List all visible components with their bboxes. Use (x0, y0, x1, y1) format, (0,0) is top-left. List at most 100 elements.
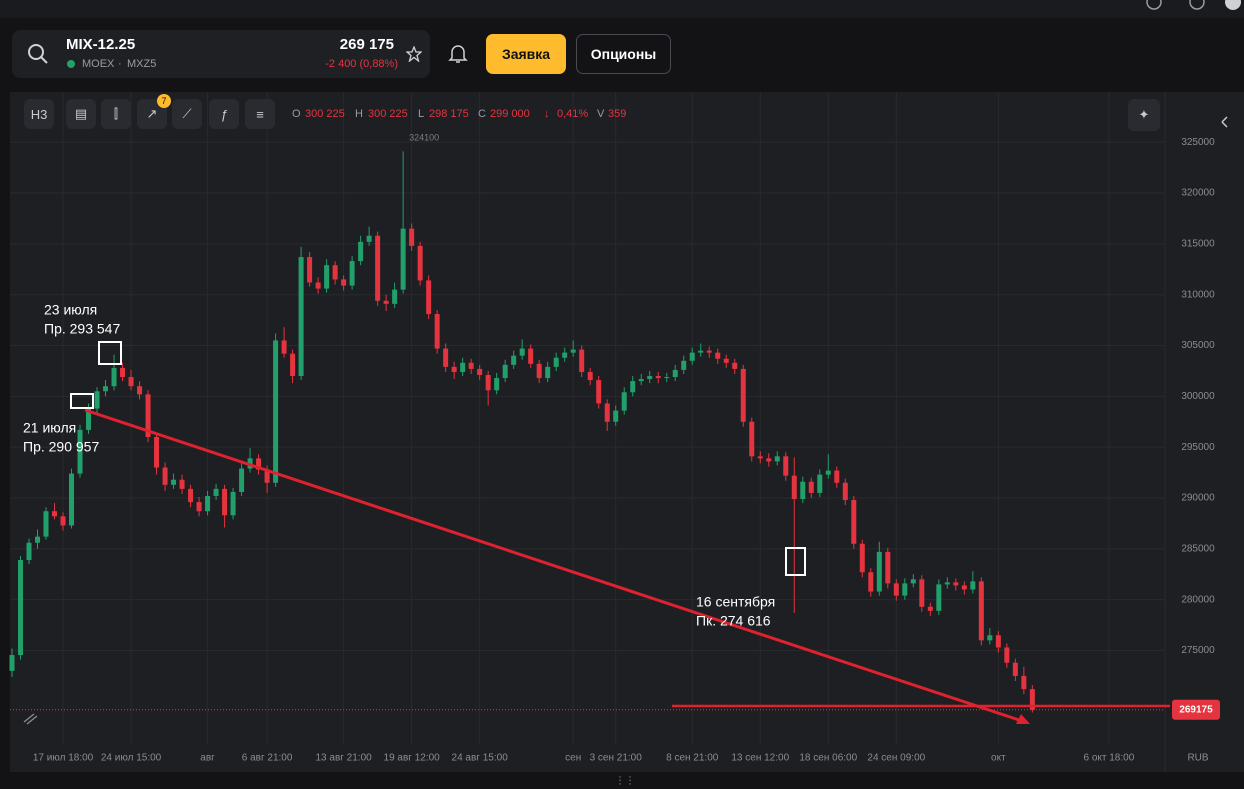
tool-button[interactable]: ƒ (209, 99, 239, 129)
candle-body (953, 582, 959, 586)
ohlc-value: 300 225 (305, 108, 345, 120)
x-tick-label: авг (200, 753, 215, 764)
order-button[interactable]: Заявка (486, 34, 566, 74)
candle-body (630, 381, 636, 393)
candle-body (545, 366, 551, 379)
candle-body (562, 352, 568, 358)
candle-body (706, 350, 712, 353)
exchange: MOEX (82, 58, 115, 70)
candle-body (298, 257, 304, 377)
candle-body (443, 348, 449, 367)
candle-body (179, 479, 185, 489)
ai-button[interactable]: ✦ (1128, 99, 1160, 131)
tool-button[interactable]: ⫿ (101, 99, 131, 129)
search-icon[interactable] (26, 42, 50, 66)
candle-body (409, 228, 415, 246)
tool-button[interactable]: ▤ (66, 99, 96, 129)
y-tick-label: 290000 (1181, 493, 1215, 504)
currency: RUB (1187, 753, 1208, 764)
alert-icon[interactable] (448, 43, 468, 65)
candle-body (52, 511, 58, 517)
candle-body (162, 467, 168, 485)
candle-body (596, 380, 602, 404)
favorite-icon[interactable] (406, 46, 422, 62)
candle-body (655, 376, 661, 379)
ruler-icon[interactable] (23, 713, 38, 725)
candles: 324100 269175 (9, 133, 1220, 720)
y-tick-label: 275000 (1181, 645, 1215, 656)
candle-body (205, 495, 211, 512)
resize-handle[interactable]: ⋮⋮ (615, 776, 635, 787)
candle-body (281, 340, 287, 354)
x-tick-label: 13 авг 21:00 (315, 753, 372, 764)
candle-body (902, 583, 908, 596)
tool-button[interactable]: ⟋ (172, 99, 202, 129)
candle-body (35, 536, 41, 543)
candle-body (859, 543, 865, 573)
candle-body (987, 635, 993, 641)
chat-icon[interactable] (1146, 0, 1162, 10)
interval-button[interactable]: H3 (24, 99, 54, 129)
candle-body (341, 279, 347, 286)
candle-body (536, 363, 542, 379)
price: 269 175 (339, 36, 394, 53)
help-icon[interactable] (1189, 0, 1205, 10)
candle-body (120, 367, 126, 378)
x-tick-label: 17 июл 18:00 (33, 753, 94, 764)
marker-box[interactable] (98, 341, 122, 365)
candle-body (1029, 689, 1035, 710)
price-change: -2 400 (0,88%) (325, 58, 398, 70)
candle-body (460, 362, 466, 372)
candle-body (723, 358, 729, 363)
candle-body (757, 456, 763, 459)
candle-body (383, 300, 389, 304)
drawn-arrow[interactable] (84, 408, 1023, 723)
instrument-panel[interactable] (12, 30, 430, 78)
candle-body (426, 280, 432, 315)
annotation: 23 июля (44, 302, 97, 318)
separator: · (118, 58, 122, 70)
candle-body (1012, 662, 1018, 676)
marker-box[interactable] (70, 393, 94, 409)
candle-body (349, 261, 355, 286)
collapse-icon[interactable] (1221, 116, 1228, 128)
candle-body (315, 282, 321, 289)
candle-body (94, 391, 100, 409)
candle-body (307, 257, 313, 283)
y-tick-label: 310000 (1181, 289, 1215, 300)
candle-body (9, 655, 15, 671)
x-tick-label: 24 сен 09:00 (867, 753, 925, 764)
candle-body (18, 560, 24, 656)
y-tick-label: 320000 (1181, 188, 1215, 199)
candle-body (885, 551, 891, 584)
candle-body (494, 378, 500, 391)
candle-body (230, 491, 236, 516)
candle-body (783, 456, 789, 476)
ohlc-label: H (355, 108, 363, 120)
candle-body (256, 458, 262, 470)
candle-body (825, 470, 831, 475)
candle-body (400, 228, 406, 290)
candle-body (332, 265, 338, 280)
candle-body (893, 583, 899, 596)
marker-box[interactable] (785, 547, 806, 576)
candle-body (834, 470, 840, 483)
candle-body (808, 481, 814, 493)
options-button[interactable]: Опционы (576, 34, 671, 74)
tool-button[interactable]: ≡ (245, 99, 275, 129)
x-tick-label: 13 сен 12:00 (731, 753, 789, 764)
code: MXZ5 (127, 58, 157, 70)
x-tick-label: 19 авг 12:00 (384, 753, 441, 764)
candle-body (970, 581, 976, 590)
annotation: Пр. 293 547 (44, 321, 120, 337)
top-strip (0, 0, 1244, 18)
candle-body (434, 314, 440, 349)
candle-body (111, 367, 117, 387)
avatar[interactable] (1225, 0, 1241, 10)
candle-body (851, 500, 857, 544)
arrow-head (1016, 714, 1030, 724)
candle-body (961, 585, 967, 590)
last-price-tag (1172, 699, 1220, 720)
candle-body (570, 349, 576, 353)
y-tick-label: 315000 (1181, 239, 1215, 250)
